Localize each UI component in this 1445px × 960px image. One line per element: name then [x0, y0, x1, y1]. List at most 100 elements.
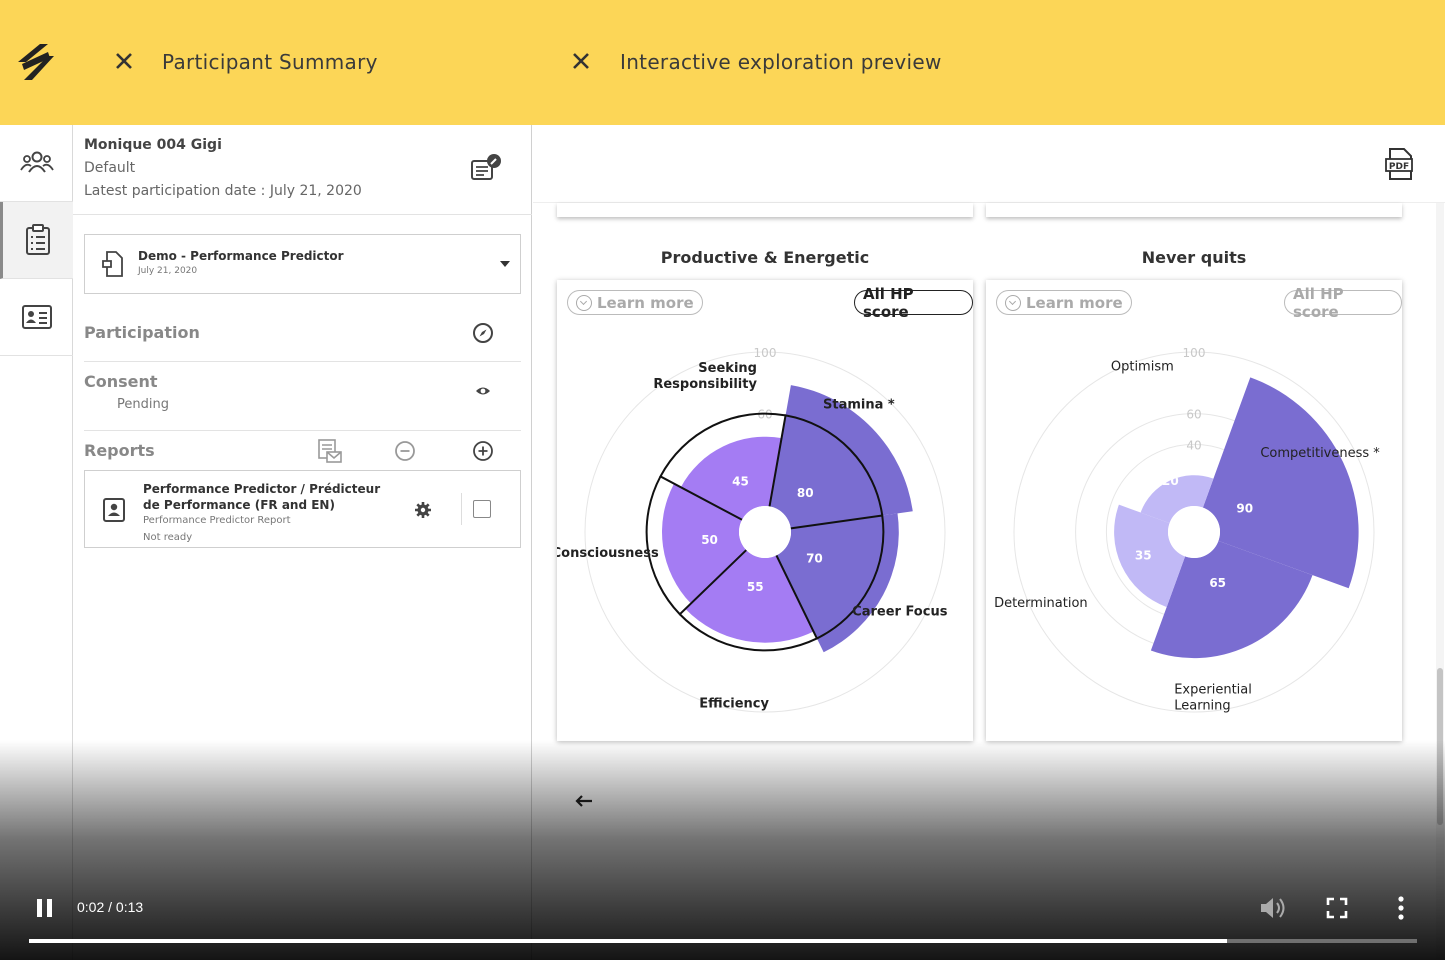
gear-icon[interactable] [414, 501, 432, 519]
plus-circle-icon[interactable] [471, 439, 495, 463]
chart-title-never-quits: Never quits [1141, 248, 1247, 267]
wedge-optimism [1140, 475, 1214, 524]
video-progress-fill [29, 939, 1227, 943]
wedge-determination [1114, 504, 1186, 608]
pause-icon[interactable] [34, 897, 56, 919]
chart-title-productive: Productive & Energetic [660, 248, 870, 267]
chevron-down-icon [500, 261, 510, 267]
assessment-dropdown[interactable]: Demo - Performance Predictor July 21, 20… [84, 234, 521, 294]
hp-outline [768, 414, 884, 516]
hp-outline [659, 412, 786, 521]
category-label: Optimism [1111, 360, 1174, 375]
email-report-icon[interactable] [317, 438, 343, 464]
close-preview-icon[interactable] [570, 50, 592, 72]
category-label-text: Competitiveness * [1260, 446, 1380, 461]
chart-card-never-quits: 40 60 100 90 65 35 20 Competitiveness * Experien… [986, 280, 1402, 741]
consent-label: Consent [84, 372, 158, 391]
svg-text:PDF: PDF [1389, 162, 1409, 172]
chart-card-productive: 40601008070555045Stamina *Career FocusEf… [557, 280, 973, 741]
all-hp-score-label: All HP score [863, 284, 914, 321]
category-label-text: Experiential [1174, 682, 1252, 697]
rail-item-participants[interactable] [0, 125, 73, 202]
assessment-date: July 21, 2020 [138, 266, 198, 276]
hp-outline [790, 514, 885, 640]
category-label-text: Efficiency [699, 696, 769, 711]
close-participant-summary-icon[interactable] [113, 50, 135, 72]
divider [73, 214, 532, 215]
id-card-icon [21, 305, 52, 329]
reports-label: Reports [84, 441, 155, 460]
rail-item-assessments[interactable] [0, 202, 73, 279]
wedge-health-consciousness [662, 483, 747, 604]
minus-circle-icon[interactable] [393, 439, 417, 463]
category-label: Determination [994, 596, 1088, 611]
learn-more-button[interactable]: Learn more [996, 290, 1132, 315]
category-label-text: Stamina * [823, 397, 895, 412]
divider [84, 361, 521, 362]
more-vertical-icon[interactable] [1390, 895, 1412, 921]
value-label: 55 [747, 580, 764, 594]
learn-more-label: Learn more [1026, 293, 1123, 312]
value-label: 50 [701, 533, 718, 547]
learn-more-button[interactable]: Learn more [567, 290, 703, 315]
category-label-text: Determination [994, 596, 1088, 611]
participant-name: Monique 004 Gigi [84, 137, 222, 153]
consent-status: Pending [117, 397, 169, 412]
category-label-text: Learning [1174, 698, 1230, 713]
report-select-checkbox[interactable] [473, 500, 491, 518]
center-hole [739, 506, 791, 558]
side-rail [0, 125, 73, 960]
polar-chart-never-quits: 40 60 100 90 65 35 20 Competitiveness * Experien… [994, 346, 1380, 713]
center-hole [1168, 506, 1220, 558]
category-label: Career Focus [852, 605, 948, 620]
report-card[interactable]: Performance Predictor / Prédicteur de Pe… [84, 470, 521, 548]
all-hp-score-button[interactable]: All HP score [1284, 285, 1402, 321]
divider [461, 493, 462, 525]
category-label-text: Seeking [698, 361, 757, 376]
edit-participant-icon[interactable] [469, 153, 503, 183]
previous-card-bottom [986, 203, 1402, 217]
rail-item-profile[interactable] [0, 279, 73, 356]
latest-participation-date: Latest participation date : July 21, 202… [84, 183, 362, 199]
assessment-file-icon [102, 251, 123, 277]
pdf-icon[interactable]: PDF [1385, 147, 1415, 181]
value-label: 65 [1209, 576, 1226, 590]
back-arrow-icon[interactable] [573, 790, 595, 812]
app-logo [18, 44, 54, 80]
hp-outline [645, 475, 747, 616]
wedge-experiential-learning [1150, 540, 1313, 659]
value-label: 70 [806, 551, 823, 565]
value-label: 80 [797, 486, 814, 500]
tick-label: 40 [1186, 438, 1201, 452]
preview-title: Interactive exploration preview [620, 50, 942, 74]
eye-icon[interactable] [471, 379, 495, 403]
chevron-circle-icon [1005, 294, 1021, 311]
value-label: 90 [1236, 501, 1253, 515]
tick-label: 100 [1183, 346, 1206, 360]
chevron-circle-icon [576, 294, 592, 311]
all-hp-score-button[interactable]: All HP score [854, 285, 973, 321]
tick-label: 60 [1186, 408, 1201, 422]
video-progress-track[interactable] [29, 939, 1417, 943]
top-bar: Participant Summary Interactive explorat… [0, 0, 1445, 125]
report-title: Performance Predictor / Prédicteur de Pe… [143, 482, 381, 512]
tick-label: 100 [754, 346, 777, 360]
scrollbar-thumb[interactable] [1437, 668, 1443, 825]
all-hp-score-label: All HP score [1293, 284, 1344, 321]
category-label-text: Health Consciousness [557, 546, 659, 561]
participant-group: Default [84, 160, 136, 176]
video-time: 0:02 / 0:13 [77, 899, 144, 915]
report-contact-icon [103, 498, 125, 522]
compass-icon[interactable] [471, 321, 495, 345]
assessment-title: Demo - Performance Predictor [138, 249, 344, 263]
preview-header: PDF [533, 125, 1445, 203]
fullscreen-icon[interactable] [1326, 897, 1348, 919]
hp-outline [679, 554, 819, 652]
previous-card-bottom [557, 203, 973, 217]
grid-circle [1013, 351, 1375, 713]
tick-label: 60 [757, 408, 772, 422]
volume-icon[interactable] [1259, 896, 1287, 920]
scrollbar-track[interactable] [1436, 203, 1444, 960]
